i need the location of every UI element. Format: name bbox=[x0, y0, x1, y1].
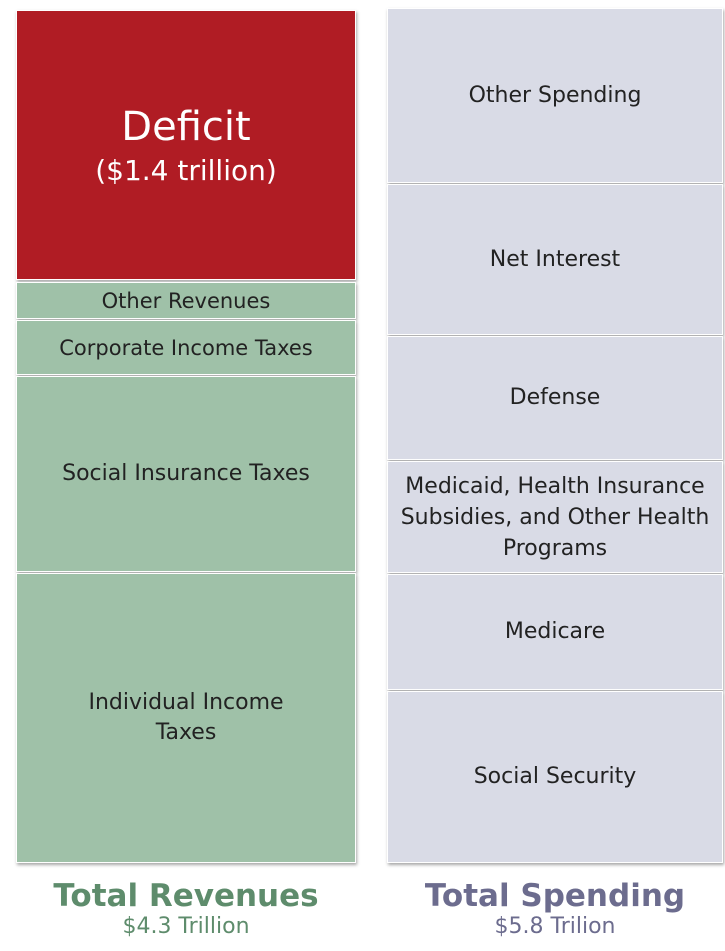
block-sublabel: ($1.4 trillion) bbox=[95, 154, 277, 187]
revenue-total: $4.3 Trillion bbox=[122, 914, 250, 939]
block-label: Social Security bbox=[473, 764, 637, 789]
spending-footer: Total Spending $5.8 Trilion bbox=[385, 878, 725, 939]
block-label: Defense bbox=[509, 385, 601, 410]
revenues-block: Deficit ($1.4 trillion) bbox=[16, 10, 356, 280]
spending-title: Total Spending bbox=[424, 878, 686, 914]
revenues-block: Individual Income Taxes bbox=[16, 573, 356, 863]
spending-block: Other Spending bbox=[387, 8, 723, 183]
block-label: Medicare bbox=[504, 619, 606, 644]
block-label: Medicaid, Health Insurance Subsidies, an… bbox=[400, 473, 710, 561]
spending-total: $5.8 Trilion bbox=[494, 914, 616, 939]
spending-block: Social Security bbox=[387, 691, 723, 863]
spending-block: Net Interest bbox=[387, 184, 723, 335]
revenues-block: Other Revenues bbox=[16, 282, 356, 319]
revenues-block: Social Insurance Taxes bbox=[16, 376, 356, 572]
revenue-title: Total Revenues bbox=[53, 878, 319, 914]
spending-block: Defense bbox=[387, 336, 723, 460]
block-label: Other Revenues bbox=[101, 288, 271, 313]
block-label: Other Spending bbox=[468, 82, 642, 108]
spending-block: Medicare bbox=[387, 574, 723, 690]
block-label: Individual Income Taxes bbox=[88, 690, 284, 745]
block-label: Deficit bbox=[121, 104, 251, 150]
revenue-footer: Total Revenues $4.3 Trillion bbox=[16, 878, 356, 939]
block-label: Net Interest bbox=[489, 246, 621, 272]
block-label: Corporate Income Taxes bbox=[59, 335, 313, 360]
block-label: Social Insurance Taxes bbox=[62, 461, 310, 486]
revenues-block: Corporate Income Taxes bbox=[16, 320, 356, 375]
spending-block: Medicaid, Health Insurance Subsidies, an… bbox=[387, 461, 723, 573]
